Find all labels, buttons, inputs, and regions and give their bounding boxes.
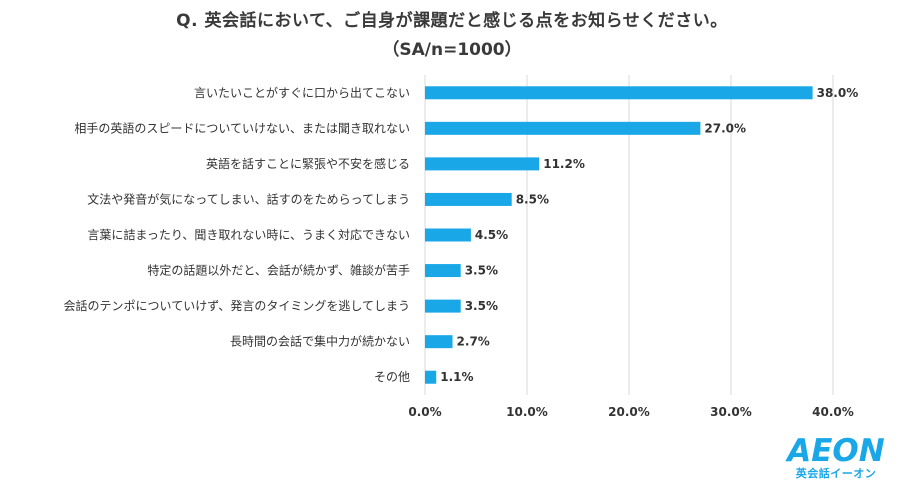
category-label: 文法や発音が気になってしまい、話すのをためらってしまう <box>87 191 410 206</box>
category-label: 長時間の会話で集中力が続かない <box>230 334 410 349</box>
value-labels: 38.0% 27.0% 11.2% 8.5% 4.5% 3.5% 3.5% 2.7% 1.1% <box>440 86 858 384</box>
x-tick-labels: 0.0% 10.0% 20.0% 30.0% 40.0% <box>408 405 853 419</box>
category-label: 言葉に詰まったり、聞き取れない時に、うまく対応できない <box>87 227 410 242</box>
x-tick-label: 10.0% <box>506 405 548 419</box>
value-label: 3.5% <box>465 299 498 313</box>
category-label: 会話のテンポについていけず、発言のタイミングを逃してしまう <box>64 298 410 313</box>
value-label: 11.2% <box>543 157 585 171</box>
category-label: 特定の話題以外だと、会話が続かず、雑談が苦手 <box>147 263 410 278</box>
x-tick-label: 20.0% <box>608 405 650 419</box>
bar <box>425 228 471 242</box>
bars <box>425 86 813 384</box>
value-label: 4.5% <box>475 228 508 242</box>
value-label: 2.7% <box>457 335 490 349</box>
bar <box>425 370 437 384</box>
value-label: 27.0% <box>704 121 746 135</box>
x-tick-label: 0.0% <box>408 405 441 419</box>
category-label: 英語を話すことに緊張や不安を感じる <box>206 156 410 171</box>
bar <box>425 157 540 171</box>
value-label: 38.0% <box>817 86 859 100</box>
bar <box>425 192 512 206</box>
bar <box>425 335 453 349</box>
bar <box>425 299 461 313</box>
x-tick-label: 30.0% <box>710 405 752 419</box>
chart-subtitle: （SA/n=1000） <box>382 40 522 60</box>
category-labels: 言いたいことがすぐに口から出てこない相手の英語のスピードについていけない、または… <box>64 85 410 384</box>
bar <box>425 86 813 100</box>
logo-tagline: 英会話イーオン <box>795 467 877 480</box>
aeon-logo: AEON 英会話イーオン <box>786 435 886 481</box>
x-tick-label: 40.0% <box>812 405 854 419</box>
category-label: 言いたいことがすぐに口から出てこない <box>194 85 410 100</box>
bar <box>425 121 701 135</box>
value-label: 3.5% <box>465 264 498 278</box>
category-label: 相手の英語のスピードについていけない、または聞き取れない <box>74 120 410 135</box>
value-label: 1.1% <box>440 370 473 384</box>
bar <box>425 264 461 278</box>
value-label: 8.5% <box>516 192 549 206</box>
category-label: その他 <box>374 370 410 384</box>
logo-brand: AEON <box>787 433 885 469</box>
chart-title: Q. 英会話において、ご自身が課題だと感じる点をお知らせください。 <box>176 11 728 31</box>
